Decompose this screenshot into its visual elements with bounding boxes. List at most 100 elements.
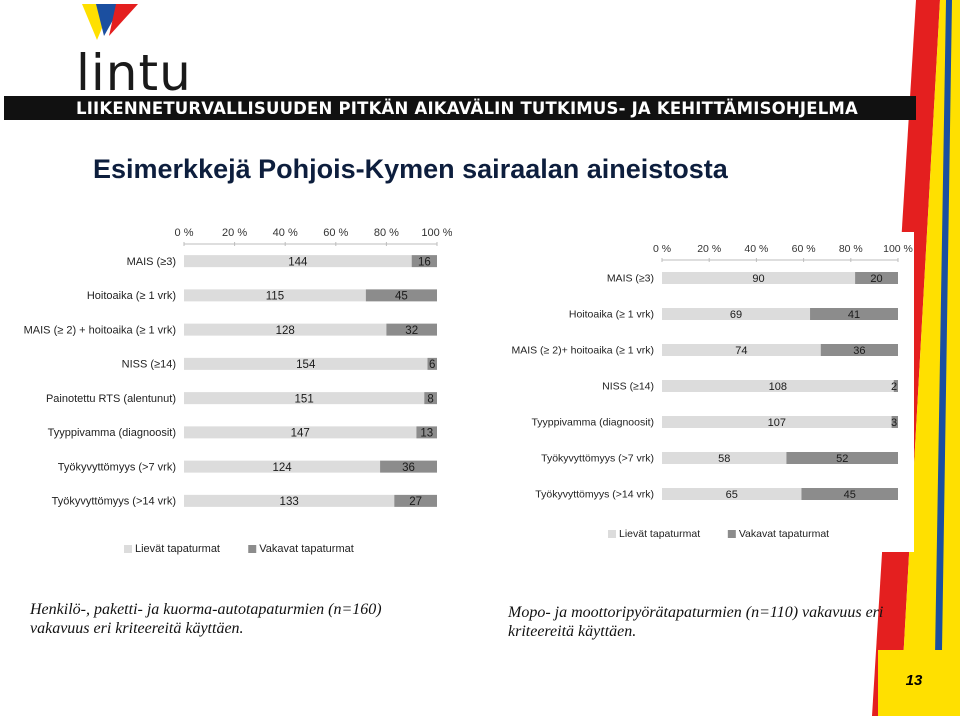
header-banner-text: LIIKENNETURVALLISUUDEN PITKÄN AIKAVÄLIN … <box>76 99 859 118</box>
x-tick-label: 60 % <box>323 227 348 239</box>
bar-segment <box>662 344 821 356</box>
data-label: 128 <box>276 325 295 337</box>
category-label: NISS (≥14) <box>602 381 654 393</box>
data-label: 74 <box>735 345 747 357</box>
category-label: MAIS (≥ 2)+ hoitoaika (≥ 1 vrk) <box>511 345 654 357</box>
legend-swatch <box>248 545 257 553</box>
bar-segment <box>424 392 437 405</box>
category-label: Tyyppivamma (diagnoosit) <box>531 417 654 429</box>
logo-red-triangle <box>109 4 138 36</box>
bar-segment <box>786 452 898 464</box>
legend-swatch <box>124 545 132 553</box>
caption-left-line-1: Henkilö-, paketti- ja kuorma-autotapatur… <box>30 601 382 618</box>
data-label: 69 <box>730 309 742 321</box>
data-label: 90 <box>752 273 764 285</box>
data-label: 3 <box>891 417 897 429</box>
bar-segment <box>662 488 802 500</box>
x-tick-label: 80 % <box>374 227 399 239</box>
caption-right: Mopo- ja moottoripyörätapaturmien (n=110… <box>508 603 950 641</box>
category-label: MAIS (≥ 2) + hoitoaika (≥ 1 vrk) <box>24 324 176 336</box>
bar-segment <box>380 460 437 473</box>
category-label: Työkyvyttömyys (>14 vrk) <box>535 489 654 501</box>
bar-segment <box>662 380 894 392</box>
legend-label: Lievät tapaturmat <box>135 543 220 555</box>
category-label: Hoitoaika (≥ 1 vrk) <box>87 290 176 302</box>
data-label: 147 <box>291 428 310 440</box>
x-tick-label: 20 % <box>222 227 247 239</box>
lintu-logo: lintu <box>76 44 192 102</box>
data-label: 32 <box>405 325 418 337</box>
data-label: 107 <box>768 417 786 429</box>
x-tick-label: 20 % <box>697 243 721 255</box>
legend-swatch <box>608 530 616 538</box>
category-label: MAIS (≥3) <box>127 256 176 268</box>
bar-segment <box>662 416 892 428</box>
bar-segment <box>855 272 898 284</box>
bar-segment <box>416 426 437 439</box>
page-number-box <box>878 650 944 716</box>
category-label: NISS (≥14) <box>122 359 176 371</box>
category-label: Työkyvyttömyys (>7 vrk) <box>541 453 654 465</box>
x-tick-label: 40 % <box>273 227 298 239</box>
blue-stripe <box>934 0 952 716</box>
chart-right-svg: 0 % 20 % 40 % 60 % 80 % 100 % MAIS (≥3) 90 20 Hoi… <box>511 243 913 540</box>
data-label: 144 <box>288 256 308 268</box>
category-label: Hoitoaika (≥ 1 vrk) <box>569 309 654 321</box>
data-label: 154 <box>296 359 316 371</box>
data-label: 13 <box>420 428 433 440</box>
bar-segment <box>386 323 437 336</box>
legend-swatch <box>727 530 736 538</box>
data-label: 6 <box>429 359 435 371</box>
caption-right-line-2: kriteereitä käyttäen. <box>508 623 637 640</box>
legend-label: Vakavat tapaturmat <box>259 543 354 555</box>
bar-segment <box>184 289 366 302</box>
bar-segment <box>184 426 417 439</box>
page-number: 13 <box>905 672 923 689</box>
x-tick-label: 100 % <box>883 243 913 255</box>
chart-car-accidents: 0 % 20 % 40 % 60 % 80 % 100 % MAIS (≥3) 144 16 Ho… <box>6 216 452 568</box>
bar-segment <box>394 494 437 507</box>
data-label: 2 <box>891 381 897 393</box>
data-label: 45 <box>844 489 856 501</box>
legend-label: Vakavat tapaturmat <box>739 528 829 540</box>
caption-left-line-2: vakavuus eri kriteereitä käyttäen. <box>30 620 244 637</box>
bar-segment <box>184 494 395 507</box>
data-label: 124 <box>272 462 292 474</box>
bar-segment <box>365 289 437 302</box>
data-label: 58 <box>718 453 730 465</box>
data-label: 8 <box>427 393 433 405</box>
data-label: 20 <box>870 273 882 285</box>
data-label: 36 <box>853 345 865 357</box>
caption-right-line-1: Mopo- ja moottoripyörätapaturmien (n=110… <box>508 604 884 621</box>
x-tick-label: 60 % <box>792 243 816 255</box>
data-label: 65 <box>726 489 738 501</box>
bar-segment <box>891 416 898 428</box>
bar-segment <box>184 460 381 473</box>
category-label: Työkyvyttömyys (>14 vrk) <box>52 496 176 508</box>
bar-segment <box>427 357 437 370</box>
bar-segment <box>662 272 856 284</box>
data-label: 27 <box>409 496 422 508</box>
x-tick-label: 0 % <box>653 243 671 255</box>
slide-title: Esimerkkejä Pohjois-Kymen sairaalan aine… <box>93 154 728 184</box>
data-label: 108 <box>769 381 787 393</box>
chart-moped-accidents: 0 % 20 % 40 % 60 % 80 % 100 % MAIS (≥3) 90 20 Hoi… <box>502 232 914 552</box>
bar-segment <box>893 380 898 392</box>
x-tick-label: 40 % <box>744 243 768 255</box>
bar-segment <box>411 255 437 268</box>
x-tick-label: 100 % <box>421 227 452 239</box>
legend-label: Lievät tapaturmat <box>619 528 700 540</box>
bar-segment <box>820 344 898 356</box>
category-label: Painotettu RTS (alentunut) <box>46 393 176 405</box>
bar-segment <box>184 357 428 370</box>
data-label: 52 <box>836 453 848 465</box>
category-label: Työkyvyttömyys (>7 vrk) <box>58 461 176 473</box>
bar-segment <box>662 308 811 320</box>
x-tick-label: 80 % <box>839 243 863 255</box>
bar-segment <box>184 392 425 405</box>
caption-left: Henkilö-, paketti- ja kuorma-autotapatur… <box>30 600 460 638</box>
bar-segment <box>184 255 412 268</box>
category-label: Tyyppivamma (diagnoosit) <box>48 427 176 439</box>
data-label: 115 <box>266 291 284 303</box>
data-label: 16 <box>418 256 431 268</box>
